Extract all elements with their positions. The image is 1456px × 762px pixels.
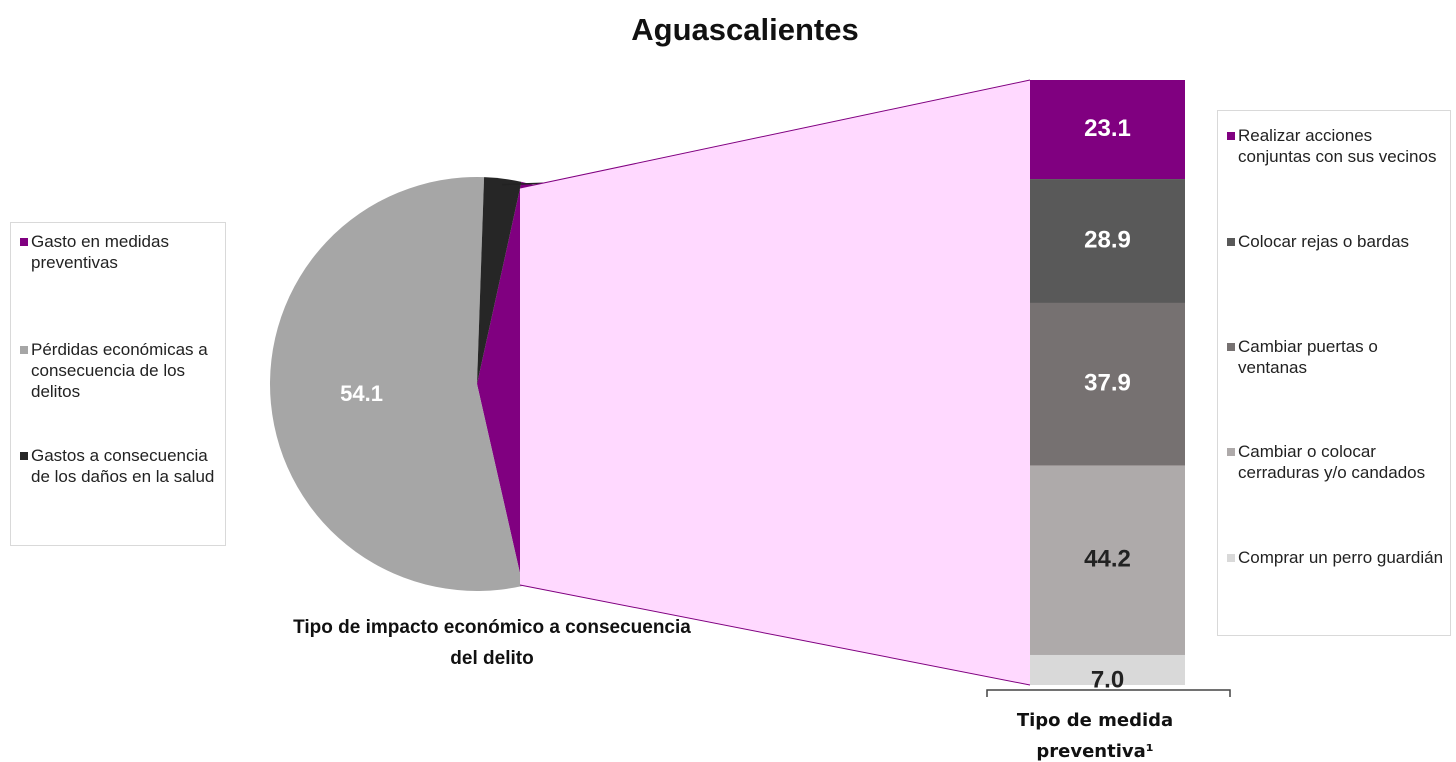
legend-label: Cambiar puertas o ventanas (1238, 337, 1378, 377)
data-label: 44.2 (1084, 546, 1131, 573)
chart-title: Aguascalientes (631, 12, 858, 47)
legend-swatch (20, 346, 28, 354)
legend-label: Cambiar o colocar cerraduras y/o candado… (1238, 442, 1426, 482)
legend-swatch (1227, 554, 1235, 562)
bar-xlabel: Tipo de medida preventiva¹ (1016, 710, 1174, 762)
bar-segment (1030, 179, 1185, 303)
pie-slice (269, 177, 523, 592)
legend-swatch (1227, 132, 1235, 140)
pie-legend: Gasto en medidas preventivas Pérdidas eco… (10, 222, 226, 546)
data-label: 7.0 (1091, 666, 1124, 693)
pie-slice (477, 177, 522, 384)
bar-segment (1030, 465, 1185, 655)
bracket (986, 689, 1231, 697)
bar-segment (1030, 654, 1185, 685)
data-label: 28.9 (1084, 226, 1131, 253)
connector-area (520, 80, 1030, 685)
legend-swatch (20, 238, 28, 246)
legend-swatch (20, 452, 28, 460)
legend-swatch (1227, 448, 1235, 456)
bar-legend: Realizar acciones conjuntas con sus veci… (1217, 110, 1451, 636)
data-label: 37.9 (1084, 370, 1131, 397)
connector-line (519, 79, 1031, 189)
legend-label: Gastos a consecuencia de los daños en la… (31, 446, 215, 486)
legend-label: Gasto en medidas preventivas (31, 232, 169, 272)
legend-label: Comprar un perro guardián (1238, 548, 1444, 567)
legend-swatch (1227, 343, 1235, 351)
legend-swatch (1227, 238, 1235, 246)
legend-label: Colocar rejas o bardas (1238, 232, 1410, 251)
legend-label: Realizar acciones conjuntas con sus veci… (1238, 126, 1437, 166)
data-label: 54.1 (340, 381, 383, 406)
legend-label: Pérdidas económicas a consecuencia de lo… (31, 340, 208, 401)
bar-segment (1030, 80, 1185, 180)
connector-line (519, 584, 1031, 686)
data-label: 23.1 (1084, 115, 1131, 142)
bar-segment (1030, 302, 1185, 466)
pie-xlabel: Tipo de impacto económico a consecuencia… (293, 617, 691, 669)
